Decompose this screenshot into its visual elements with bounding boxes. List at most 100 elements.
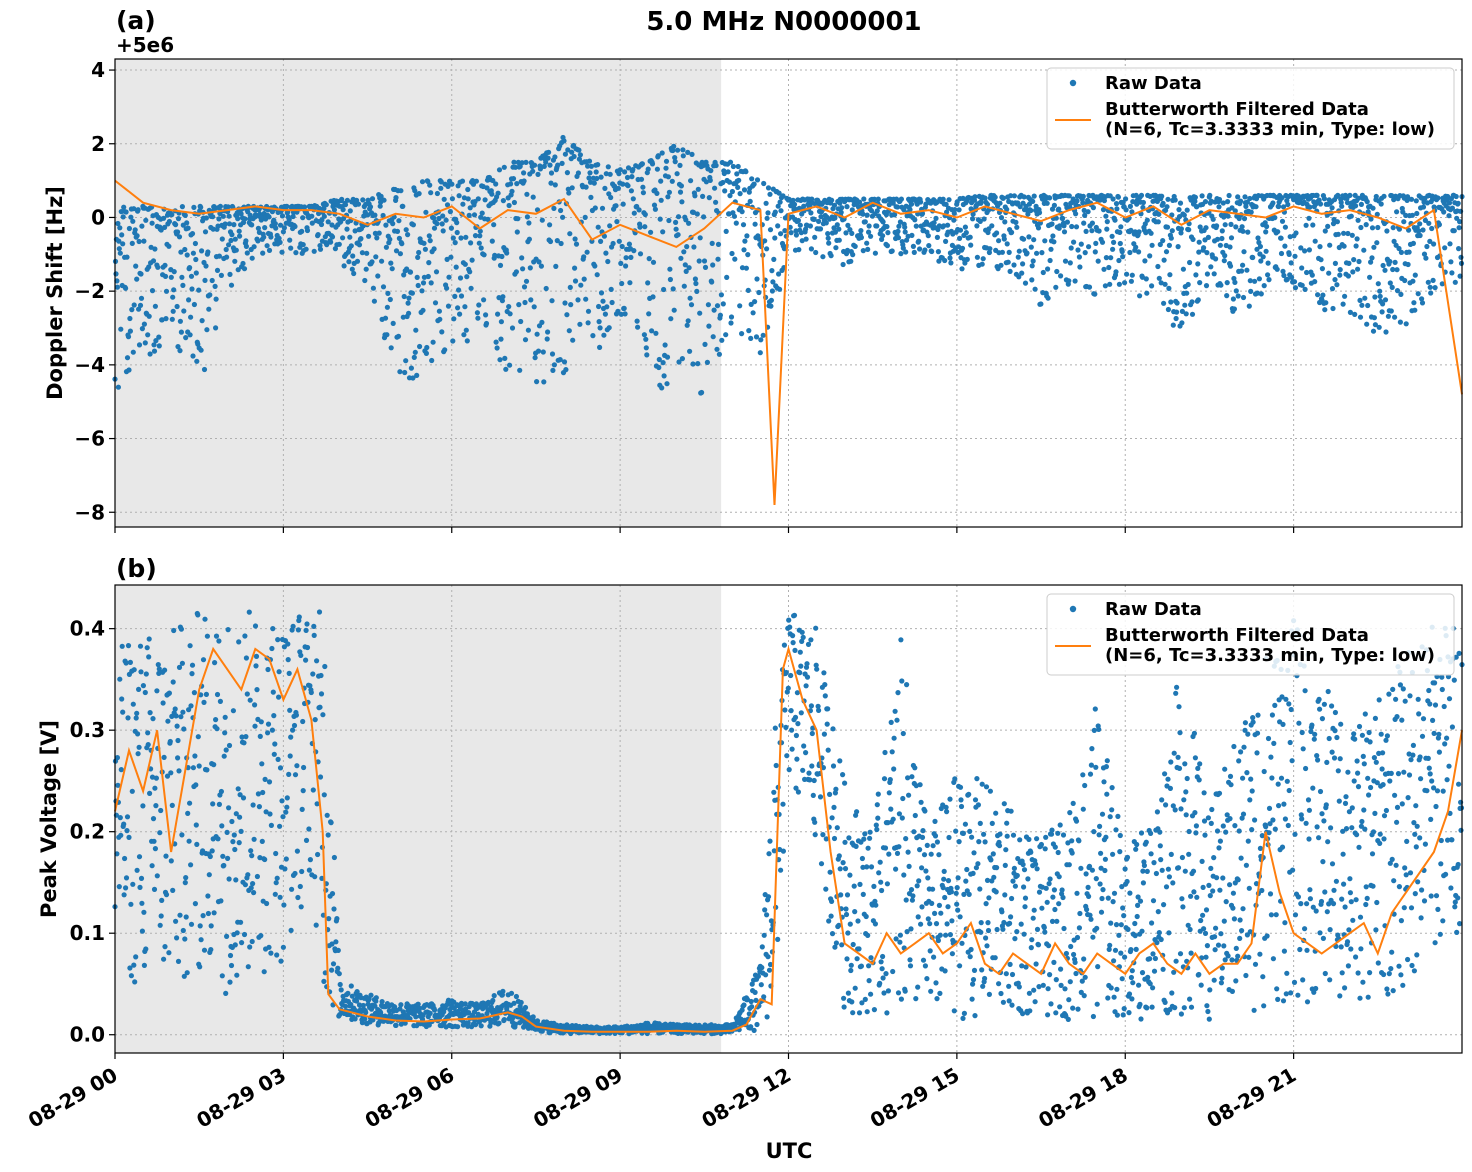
raw-data-point: [998, 990, 1004, 997]
raw-data-point: [481, 297, 487, 303]
raw-data-point: [675, 232, 681, 238]
raw-data-point: [872, 921, 879, 927]
raw-data-point: [1413, 198, 1419, 204]
raw-data-point: [420, 307, 426, 313]
raw-data-point: [952, 776, 958, 782]
raw-data-point: [311, 623, 317, 630]
night-shade-b: [115, 585, 722, 1053]
raw-data-point: [400, 203, 406, 209]
raw-data-point: [783, 724, 789, 731]
raw-data-point: [582, 214, 588, 220]
raw-data-point: [798, 663, 804, 669]
raw-data-point: [1039, 250, 1045, 256]
raw-data-point: [842, 866, 849, 872]
raw-data-point: [992, 194, 998, 200]
raw-data-point: [184, 252, 190, 258]
raw-data-point: [1230, 296, 1236, 302]
raw-data-point: [603, 250, 609, 256]
raw-data-point: [413, 1014, 419, 1020]
raw-data-point: [272, 741, 278, 747]
raw-data-point: [752, 299, 758, 305]
raw-data-point: [936, 852, 942, 858]
raw-data-point: [615, 308, 621, 314]
raw-data-point: [189, 671, 195, 677]
raw-data-point: [453, 264, 459, 270]
raw-data-point: [691, 244, 697, 250]
raw-data-point: [406, 310, 412, 316]
raw-data-point: [902, 224, 908, 230]
raw-data-point: [692, 193, 698, 199]
raw-data-point: [656, 364, 662, 371]
raw-data-point: [300, 718, 306, 725]
raw-data-point: [1035, 225, 1042, 231]
raw-data-point: [572, 278, 579, 284]
raw-data-point: [581, 254, 587, 260]
raw-data-point: [832, 229, 839, 235]
raw-data-point: [125, 334, 132, 340]
raw-data-point: [927, 921, 933, 927]
raw-data-point: [794, 690, 801, 696]
raw-data-point: [1245, 229, 1251, 235]
raw-data-point: [1123, 207, 1129, 213]
raw-data-point: [130, 881, 136, 887]
raw-data-point: [331, 854, 337, 861]
raw-data-point: [1357, 314, 1364, 320]
raw-data-point: [235, 786, 241, 792]
raw-data-point: [906, 792, 912, 798]
raw-data-point: [947, 932, 954, 938]
raw-data-point: [369, 196, 376, 202]
raw-data-point: [903, 249, 909, 255]
raw-data-point: [868, 955, 874, 961]
raw-data-point: [800, 767, 806, 773]
raw-data-point: [1398, 291, 1404, 297]
raw-data-point: [1148, 230, 1154, 236]
raw-data-point: [618, 311, 624, 317]
raw-data-point: [1403, 321, 1409, 327]
raw-data-point: [416, 249, 422, 256]
raw-data-point: [588, 163, 595, 169]
raw-data-point: [120, 241, 126, 247]
raw-data-point: [1394, 209, 1400, 215]
raw-data-point: [818, 214, 824, 220]
raw-data-point: [694, 288, 700, 294]
raw-data-point: [410, 222, 416, 228]
raw-data-point: [312, 874, 318, 880]
raw-data-point: [640, 184, 646, 190]
raw-data-point: [401, 293, 407, 300]
raw-data-point: [114, 755, 120, 761]
raw-data-point: [748, 1024, 754, 1030]
raw-data-point: [296, 614, 302, 620]
raw-data-point: [1263, 229, 1269, 235]
raw-data-point: [1124, 271, 1130, 277]
raw-data-point: [1385, 313, 1391, 319]
raw-data-point: [1129, 272, 1135, 278]
raw-data-point: [489, 191, 495, 197]
raw-data-point: [309, 220, 315, 226]
raw-data-point: [861, 836, 867, 842]
raw-data-point: [954, 885, 960, 891]
raw-data-point: [1156, 275, 1162, 281]
raw-data-point: [656, 356, 662, 363]
raw-data-point: [677, 189, 684, 195]
raw-data-point: [1049, 918, 1056, 925]
raw-data-point: [1042, 238, 1048, 244]
raw-data-point: [1078, 865, 1084, 871]
raw-data-point: [1008, 193, 1014, 199]
raw-data-point: [1359, 302, 1365, 308]
raw-data-point: [299, 806, 305, 813]
raw-data-point: [893, 936, 899, 942]
raw-data-point: [144, 645, 150, 651]
raw-data-point: [711, 307, 717, 313]
raw-data-point: [238, 211, 244, 217]
raw-data-point: [758, 982, 764, 988]
raw-data-point: [1028, 207, 1034, 214]
raw-data-point: [575, 297, 581, 303]
raw-data-point: [227, 979, 233, 985]
raw-data-point: [778, 208, 784, 214]
raw-data-point: [1208, 264, 1214, 270]
raw-data-point: [1143, 276, 1149, 282]
raw-data-point: [795, 721, 801, 727]
raw-data-point: [511, 199, 517, 206]
raw-data-point: [989, 223, 995, 229]
raw-data-point: [1106, 264, 1112, 271]
